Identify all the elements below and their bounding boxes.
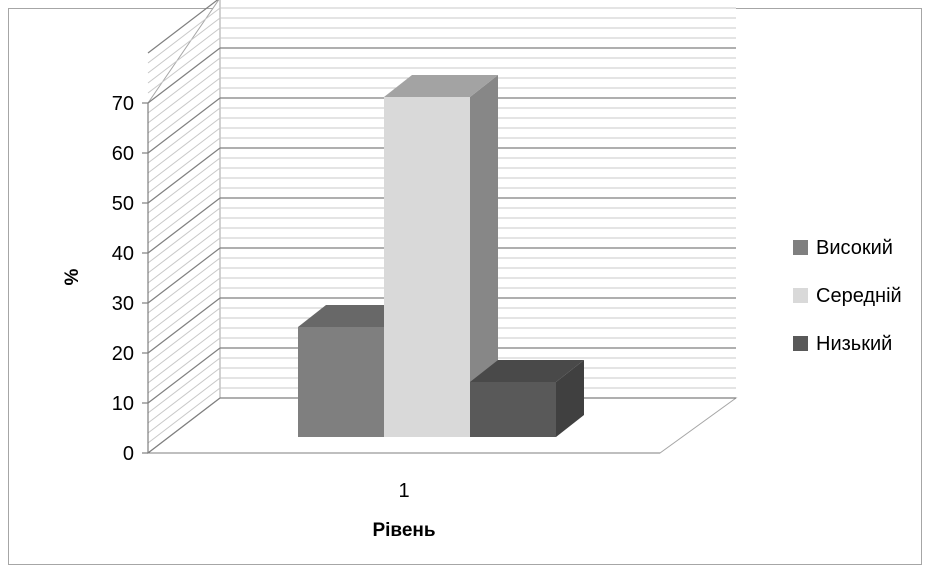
minor-side-gridline xyxy=(147,227,221,284)
bar-front xyxy=(298,327,384,437)
major-side-gridline xyxy=(147,247,221,304)
y-tick-label: 10 xyxy=(112,393,134,415)
y-tick-label: 0 xyxy=(123,443,134,465)
major-side-gridline xyxy=(147,297,221,354)
bars xyxy=(298,75,584,437)
y-tick-label: 40 xyxy=(112,243,134,265)
major-side-gridline xyxy=(147,97,221,154)
minor-side-gridline xyxy=(147,67,221,124)
major-side-gridline xyxy=(147,0,219,54)
y-tick-label: 50 xyxy=(112,193,134,215)
minor-side-gridline xyxy=(147,327,221,384)
minor-side-gridline xyxy=(147,387,221,444)
minor-side-gridline xyxy=(147,37,221,94)
x-axis: 1 xyxy=(398,480,409,502)
legend-swatch xyxy=(793,336,808,351)
minor-side-gridline xyxy=(147,17,221,74)
legend-label: Низький xyxy=(816,333,892,355)
legend-item: Середній xyxy=(793,285,902,307)
legend-item: Високий xyxy=(793,237,893,259)
y-tick-label: 60 xyxy=(112,143,134,165)
y-tick-label: 30 xyxy=(112,293,134,315)
minor-side-gridline xyxy=(147,117,221,174)
bar-front xyxy=(470,382,556,437)
minor-side-gridline xyxy=(147,187,221,244)
bar-2 xyxy=(384,75,498,437)
minor-side-gridline xyxy=(147,277,221,334)
minor-side-gridline xyxy=(147,137,221,194)
minor-side-gridline xyxy=(147,237,221,294)
y-tick-label: 20 xyxy=(112,343,134,365)
bar-front xyxy=(384,97,470,437)
major-side-gridline xyxy=(147,147,221,204)
y-axis-title: % xyxy=(62,268,83,285)
minor-side-gridline xyxy=(147,127,221,184)
x-tick-label: 1 xyxy=(398,480,409,502)
minor-side-gridline xyxy=(147,167,221,224)
legend: Високий Середній Низький xyxy=(793,237,902,355)
legend-item: Низький xyxy=(793,333,892,355)
legend-swatch xyxy=(793,240,808,255)
y-axis: 0 10 20 30 40 50 60 70 xyxy=(112,93,660,465)
major-side-gridline xyxy=(147,347,221,404)
minor-side-gridline xyxy=(147,77,221,134)
major-side-gridline xyxy=(147,47,221,104)
minor-side-gridline xyxy=(147,207,221,264)
minor-side-gridline xyxy=(147,217,221,274)
minor-side-gridline xyxy=(147,107,221,164)
bar-3 xyxy=(470,360,584,437)
minor-side-gridline xyxy=(147,317,221,374)
minor-side-gridline xyxy=(147,307,221,364)
minor-side-gridline xyxy=(147,257,221,314)
minor-side-gridline xyxy=(147,157,221,214)
legend-label: Середній xyxy=(816,285,902,307)
minor-side-gridline xyxy=(147,27,221,84)
minor-side-gridline xyxy=(147,367,221,424)
minor-side-gridline xyxy=(147,377,221,434)
bar-top xyxy=(298,305,412,327)
major-side-gridline xyxy=(147,197,221,254)
minor-side-gridline xyxy=(147,267,221,324)
minor-side-gridline xyxy=(147,337,221,394)
minor-side-gridline xyxy=(147,177,221,234)
legend-label: Високий xyxy=(816,237,893,259)
bar-top xyxy=(470,360,584,382)
bar-top xyxy=(384,75,498,97)
x-axis-title: Рівень xyxy=(372,520,435,541)
bar-side xyxy=(470,75,498,437)
y-tick-label: 70 xyxy=(112,93,134,115)
minor-side-gridline xyxy=(147,357,221,414)
legend-swatch xyxy=(793,288,808,303)
minor-side-gridline xyxy=(147,57,221,114)
minor-side-gridline xyxy=(147,87,221,144)
minor-side-gridline xyxy=(147,287,221,344)
minor-side-gridline xyxy=(147,7,221,64)
bar-side xyxy=(556,360,584,437)
major-side-gridline xyxy=(147,397,221,454)
